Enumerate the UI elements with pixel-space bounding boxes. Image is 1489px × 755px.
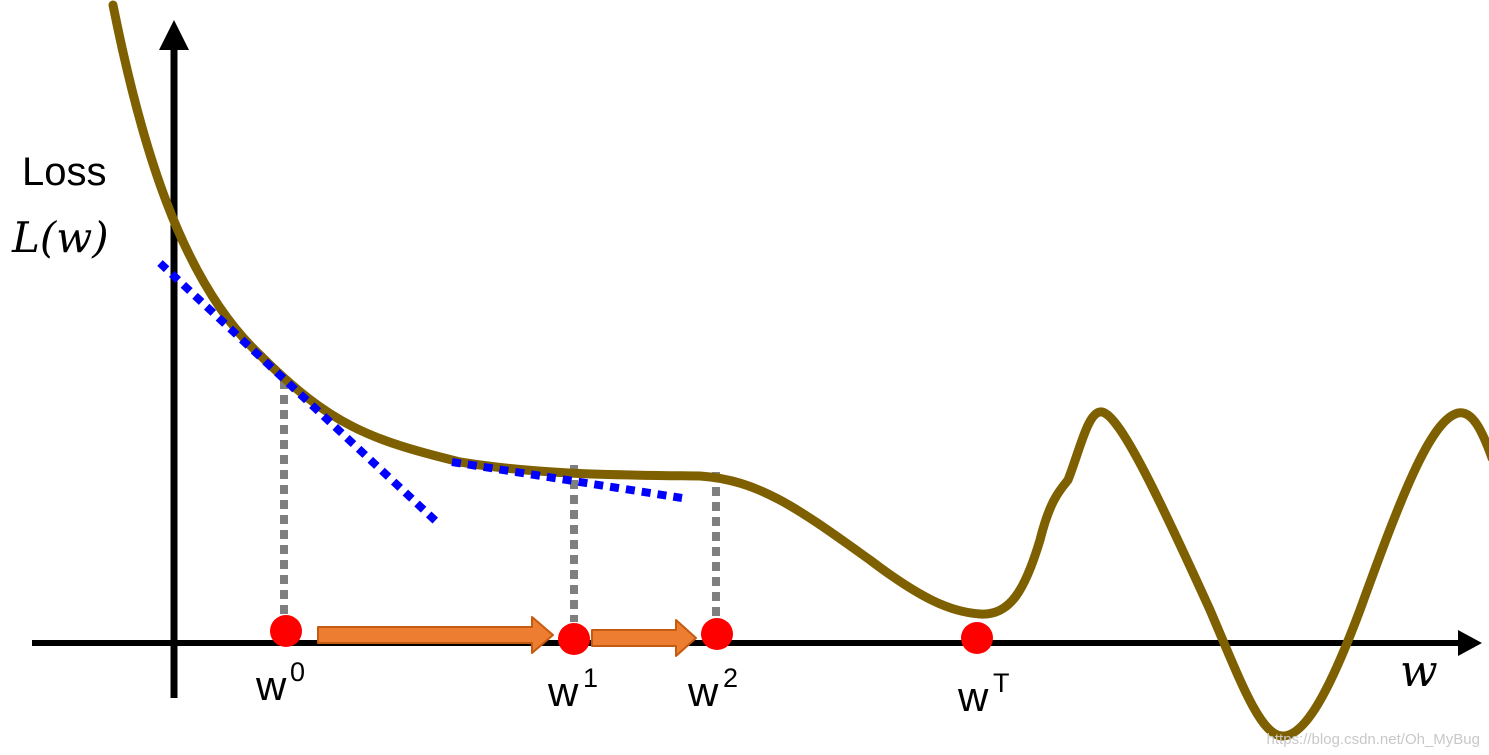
step-arrow-2: [591, 619, 697, 657]
point-w0: [270, 615, 302, 647]
watermark-text: https://blog.csdn.net/Oh_MyBug: [1267, 731, 1480, 748]
x-axis-arrowhead: [1458, 630, 1482, 656]
y-axis-label-function: L(w): [11, 213, 109, 262]
loss-curve: [108, 0, 1489, 741]
label-w1-base: w: [547, 668, 579, 715]
step-arrow-1: [317, 616, 554, 654]
label-w2-base: w: [687, 668, 719, 715]
label-w0: w 0: [255, 657, 305, 709]
point-w2: [701, 618, 733, 650]
label-wT-sup: T: [993, 668, 1010, 698]
point-w1: [558, 623, 590, 655]
label-w0-base: w: [255, 662, 287, 709]
label-w2: w 2: [687, 663, 738, 715]
label-w2-sup: 2: [723, 663, 738, 693]
label-wT-base: w: [957, 673, 989, 720]
label-wT: w T: [957, 668, 1010, 720]
label-w0-sup: 0: [290, 657, 305, 687]
label-w1: w 1: [547, 663, 598, 715]
x-axis-label: w: [1400, 646, 1438, 697]
y-axis-label-loss: Loss: [22, 150, 107, 194]
point-wT: [961, 622, 993, 654]
y-axis-arrowhead: [159, 20, 189, 50]
label-w1-sup: 1: [583, 663, 598, 693]
tangent-line-w1: [451, 458, 683, 502]
